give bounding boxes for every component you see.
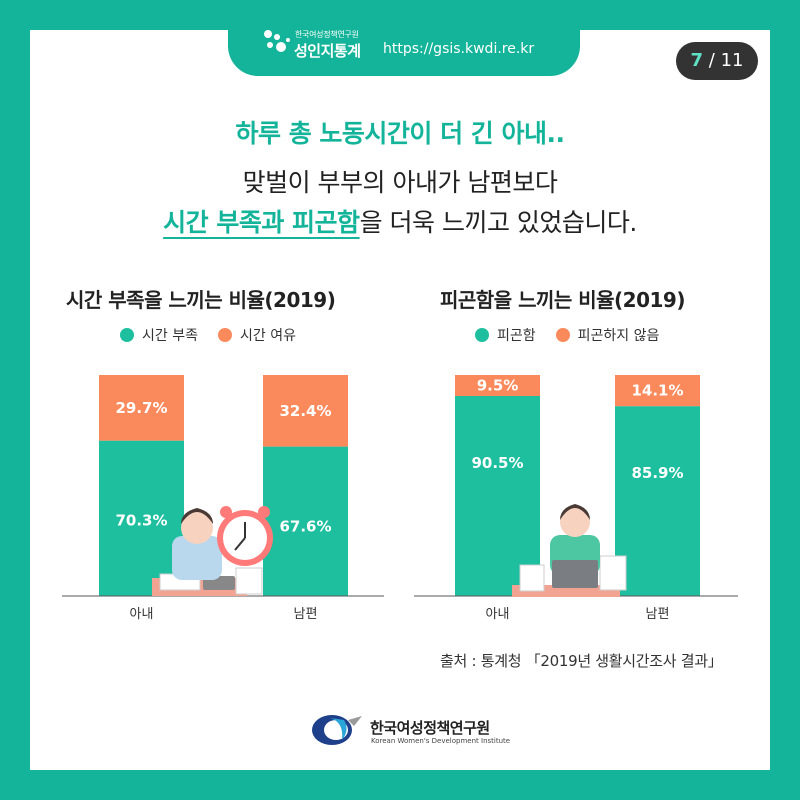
chart1-legend-label-1: 시간 부족 — [142, 328, 198, 344]
site-url[interactable]: https://gsis.kwdi.re.kr — [383, 41, 535, 57]
page-indicator: 7 / 11 — [676, 42, 758, 80]
chart2-legend-item-2: 피곤하지 않음 — [555, 325, 660, 345]
chart2-bar-1-1 — [455, 395, 540, 596]
headline-line2: 맞벌이 부부의 아내가 남편보다 — [242, 168, 558, 197]
chart1-bar-1-1 — [99, 440, 184, 596]
chart2-legend-label-1: 피곤함 — [497, 328, 536, 344]
chart2-bar-2-2 — [615, 375, 700, 407]
chart1-plot: 70.3% 29.7% 아내 67.6% 32.4% 남편 — [62, 375, 384, 622]
headline-emphasis: 시간 부족과 피곤함 — [163, 208, 360, 237]
chart2-data-label-1-1: 90.5% — [471, 454, 523, 472]
wife-clock-illustration — [152, 506, 273, 596]
chart1-bar-2-2 — [263, 375, 348, 447]
brand-small-text: 한국여성정책연구원 — [295, 30, 359, 39]
chart1-data-label-1-1: 70.3% — [115, 512, 167, 530]
chart2-data-label-2-1: 9.5% — [477, 376, 519, 394]
chart1-data-label-2-1: 29.7% — [115, 399, 167, 417]
footer-org-name: 한국여성정책연구원 — [370, 719, 490, 737]
chart2-legend: 피곤함 피곤하지 않음 — [475, 325, 679, 345]
chart2-plot: 90.5% 9.5% 아내 85.9% 14.1% 남편 — [414, 375, 738, 622]
header-tab — [228, 14, 580, 76]
footer-org-name-en: Korean Women's Development Institute — [371, 737, 511, 745]
chart2-category-label-2: 남편 — [646, 607, 670, 622]
headline-line3: 시간 부족과 피곤함을 더욱 느끼고 있었습니다. — [0, 203, 800, 239]
chart1-title: 시간 부족을 느끼는 비율(2019) — [66, 288, 336, 312]
chart2-legend-item-1: 피곤함 — [475, 325, 536, 345]
chart1-bar-2-1 — [99, 375, 184, 441]
page-current: 7 — [690, 50, 704, 71]
source-note: 출처 : 통계청 「2019년 생활시간조사 결과」 — [440, 652, 723, 670]
headline-line1: 하루 총 노동시간이 더 긴 아내.. — [235, 119, 565, 148]
chart1-data-label-1-2: 67.6% — [279, 518, 331, 536]
wife-laptop-illustration — [512, 504, 627, 597]
chart2-category-label-1: 아내 — [486, 607, 510, 622]
chart1-legend-item-2: 시간 여유 — [217, 325, 296, 345]
chart2-data-label-1-2: 85.9% — [631, 464, 683, 482]
chart1-legend-item-1: 시간 부족 — [120, 325, 198, 345]
chart1-legend: 시간 부족 시간 여유 — [120, 325, 316, 345]
chart2-legend-label-2: 피곤하지 않음 — [577, 328, 660, 344]
chart1-category-label-1: 아내 — [130, 607, 154, 622]
chart2-bar-1-2 — [615, 406, 700, 596]
chart1-data-label-2-2: 32.4% — [279, 402, 331, 420]
kwdi-logo-icon — [312, 715, 362, 745]
chart1-legend-label-2: 시간 여유 — [239, 328, 296, 344]
brand-title: 성인지통계 — [294, 42, 361, 60]
chart1-bar-1-2 — [263, 446, 348, 596]
chart1-category-label-2: 남편 — [294, 607, 318, 622]
chart2-title: 피곤함을 느끼는 비율(2019) — [440, 288, 685, 312]
page-total: / 11 — [708, 50, 744, 71]
headline-line3-rest: 을 더욱 느끼고 있었습니다. — [359, 208, 638, 237]
chart2-bar-2-1 — [455, 375, 540, 396]
chart2-data-label-2-2: 14.1% — [631, 382, 683, 400]
brand-logo-icon — [264, 30, 290, 52]
